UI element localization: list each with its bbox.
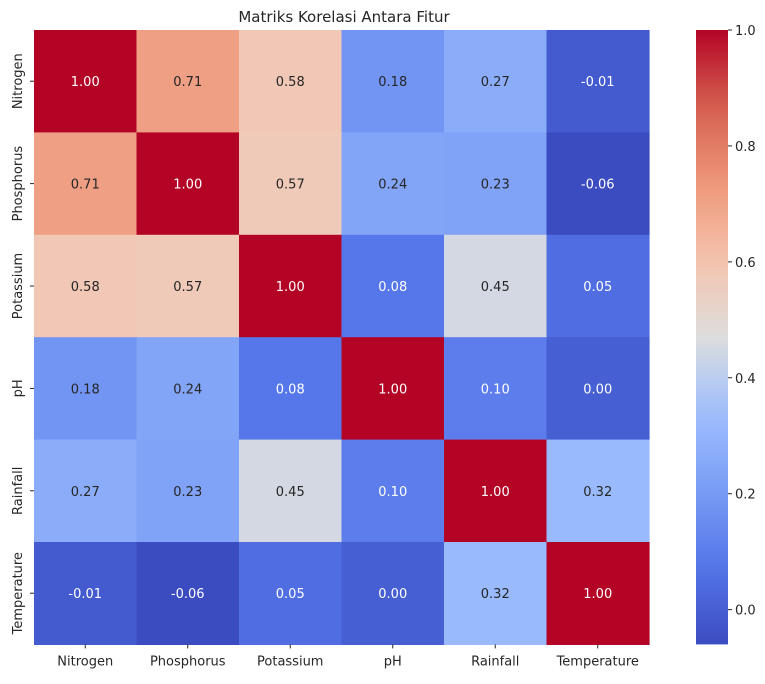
colorbar: 0.0 0.2 0.4 0.6 0.8 1.0	[696, 24, 756, 645]
heatmap-cell	[444, 132, 548, 236]
y-tick-label: pH	[11, 379, 26, 397]
y-tick-label: Nitrogen	[11, 53, 26, 109]
cell-value-label: 0.00	[583, 382, 612, 397]
heatmap-cell	[444, 30, 548, 133]
cell-value-label: 0.27	[71, 485, 100, 500]
x-tick-label: Potassium	[257, 654, 323, 669]
heatmap-cell	[239, 234, 343, 338]
y-tick-label: Phosphorus	[11, 146, 26, 222]
cell-value-label: 1.00	[583, 587, 612, 602]
heatmap-cell	[136, 132, 240, 236]
cell-value-label: 1.00	[71, 75, 100, 90]
heatmap-cell	[34, 234, 138, 338]
cell-value-label: 0.18	[71, 382, 100, 397]
heatmap-cells	[34, 30, 650, 645]
x-tick-label: Nitrogen	[57, 654, 113, 669]
x-tick-label: pH	[384, 654, 402, 669]
heatmap-cell	[136, 234, 240, 338]
heatmap-cell	[546, 234, 650, 338]
chart-title: Matriks Korelasi Antara Fitur	[238, 8, 450, 26]
heatmap-cell	[444, 234, 548, 338]
colorbar-gradient	[696, 30, 728, 645]
heatmap-cell	[136, 542, 240, 645]
cell-value-label: 0.71	[173, 75, 202, 90]
heatmap-cell	[34, 337, 138, 441]
y-tick-label: Potassium	[11, 253, 26, 319]
heatmap-cell	[444, 337, 548, 441]
x-tick-label: Phosphorus	[150, 654, 226, 669]
cell-value-label: 0.32	[583, 485, 612, 500]
cell-value-label: 0.45	[481, 280, 510, 295]
cell-value-label: 0.27	[481, 75, 510, 90]
cell-value-label: 0.18	[378, 75, 407, 90]
heatmap-cell	[136, 337, 240, 441]
heatmap-cell	[341, 439, 445, 543]
y-tick-label: Rainfall	[11, 467, 26, 515]
y-axis: Nitrogen Phosphorus Potassium pH Rainfall Tem…	[11, 53, 34, 635]
cell-value-label: 0.23	[173, 485, 202, 500]
heatmap-cell	[239, 439, 343, 543]
colorbar-tick-label: 0.2	[735, 488, 756, 503]
colorbar-tick-label: 0.8	[735, 140, 756, 155]
heatmap-cell	[239, 337, 343, 441]
cell-value-label: 0.08	[378, 280, 407, 295]
cell-value-label: -0.01	[581, 75, 615, 90]
y-tick-label: Temperature	[11, 552, 26, 635]
heatmap-cell	[546, 30, 650, 133]
cell-value-label: 0.05	[276, 587, 305, 602]
cell-value-label: 1.00	[481, 485, 510, 500]
heatmap-cell	[34, 30, 138, 133]
cell-value-label: 1.00	[378, 382, 407, 397]
cell-value-label: 0.00	[378, 587, 407, 602]
colorbar-tick-label: 0.0	[735, 604, 756, 619]
cell-value-label: 0.24	[173, 382, 202, 397]
x-axis: Nitrogen Phosphorus Potassium pH Rainfall Tem…	[57, 644, 639, 669]
heatmap-cell	[34, 132, 138, 236]
cell-value-label: 0.10	[378, 485, 407, 500]
cell-value-label: 0.24	[378, 178, 407, 193]
colorbar-tick-label: 0.6	[735, 256, 756, 271]
x-tick-label: Temperature	[556, 654, 639, 669]
cell-value-label: 0.58	[71, 280, 100, 295]
heatmap-cell	[546, 132, 650, 236]
cell-value-label: 0.45	[276, 485, 305, 500]
cell-value-label: 0.08	[276, 382, 305, 397]
cell-value-label: 1.00	[276, 280, 305, 295]
heatmap-cell	[239, 132, 343, 236]
cell-value-label: 0.10	[481, 382, 510, 397]
heatmap-cell	[34, 439, 138, 543]
cell-value-label: 0.05	[583, 280, 612, 295]
cell-value-label: -0.06	[581, 178, 615, 193]
heatmap-cell	[341, 234, 445, 338]
heatmap-cell	[239, 542, 343, 645]
cell-value-label: -0.06	[171, 587, 205, 602]
heatmap-cell	[341, 337, 445, 441]
heatmap-cell	[136, 439, 240, 543]
heatmap-cell	[546, 337, 650, 441]
heatmap-cell	[136, 30, 240, 133]
heatmap-cell	[444, 542, 548, 645]
cell-value-label: 0.23	[481, 178, 510, 193]
heatmap-cell	[34, 542, 138, 645]
heatmap-cell	[546, 542, 650, 645]
colorbar-tick-label: 0.4	[735, 372, 756, 387]
heatmap-cell	[341, 132, 445, 236]
cell-annotations: 1.00 0.71 0.58 0.18 0.27 -0.01 0.71 1.00 0.57 0.2…	[68, 75, 614, 602]
heatmap-cell	[444, 439, 548, 543]
cell-value-label: 1.00	[173, 178, 202, 193]
heatmap-cell	[546, 439, 650, 543]
cell-value-label: -0.01	[68, 587, 102, 602]
cell-value-label: 0.58	[276, 75, 305, 90]
x-tick-label: Rainfall	[471, 654, 519, 669]
cell-value-label: 0.57	[276, 178, 305, 193]
cell-value-label: 0.32	[481, 587, 510, 602]
colorbar-tick-label: 1.0	[735, 24, 756, 39]
heatmap-cell	[239, 30, 343, 133]
cell-value-label: 0.57	[173, 280, 202, 295]
cell-value-label: 0.71	[71, 178, 100, 193]
heatmap-cell	[341, 30, 445, 133]
heatmap-cell	[341, 542, 445, 645]
